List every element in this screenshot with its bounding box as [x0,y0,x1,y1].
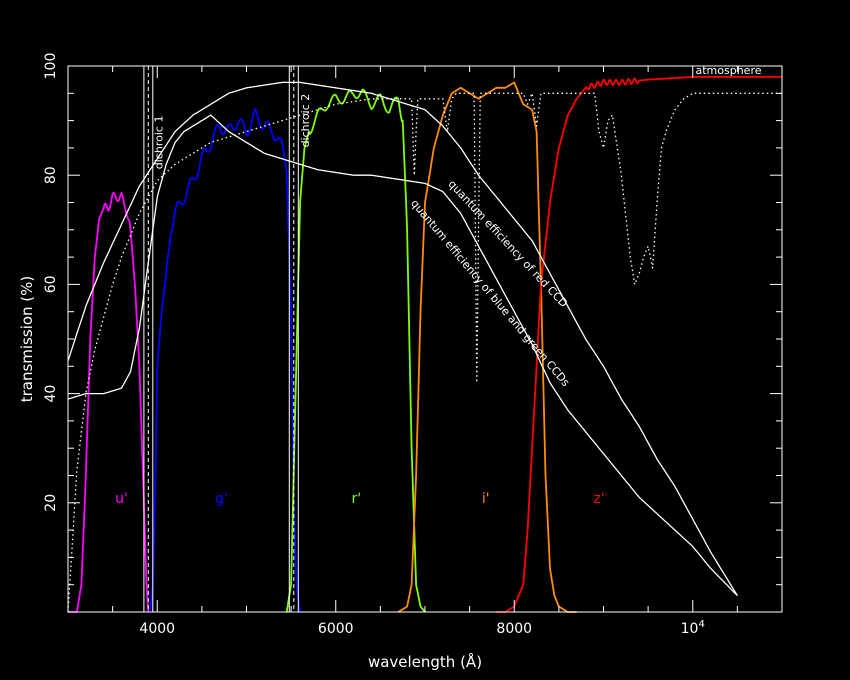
band-label-u: u' [115,491,128,507]
x-axis-title: wavelength (Å) [368,652,482,671]
series-g [149,107,301,613]
annotation-dichroic1: dichroic 1 [153,116,166,170]
band-label-i: i' [482,491,490,507]
y-axis-title: transmission (%) [18,276,36,403]
series-r [285,88,426,613]
series-qe-red [67,81,738,596]
annotation-atmosphere: atmosphere [696,64,762,77]
band-label-z: z' [593,491,604,507]
series-qe-blue [67,114,738,597]
band-label-r: r' [351,491,361,507]
x-tick-label: 4000 [139,621,175,637]
annotation-dichroic2: dichroic 2 [299,94,312,148]
series-u [68,191,150,613]
y-tick-label: 20 [43,494,59,512]
y-tick-label: 80 [43,166,59,184]
x-tick-label: 8000 [496,621,532,637]
band-label-g: g' [215,491,228,507]
series-z [496,76,782,613]
y-tick-label: 60 [43,275,59,293]
x-tick-exponent: 4 [698,619,704,630]
dichroic-layer [143,66,299,612]
y-tick-label: 100 [43,53,59,80]
series-atmosphere [67,92,782,613]
series-layer [67,76,782,613]
y-tick-label: 40 [43,385,59,403]
x-tick-label: 6000 [318,621,354,637]
